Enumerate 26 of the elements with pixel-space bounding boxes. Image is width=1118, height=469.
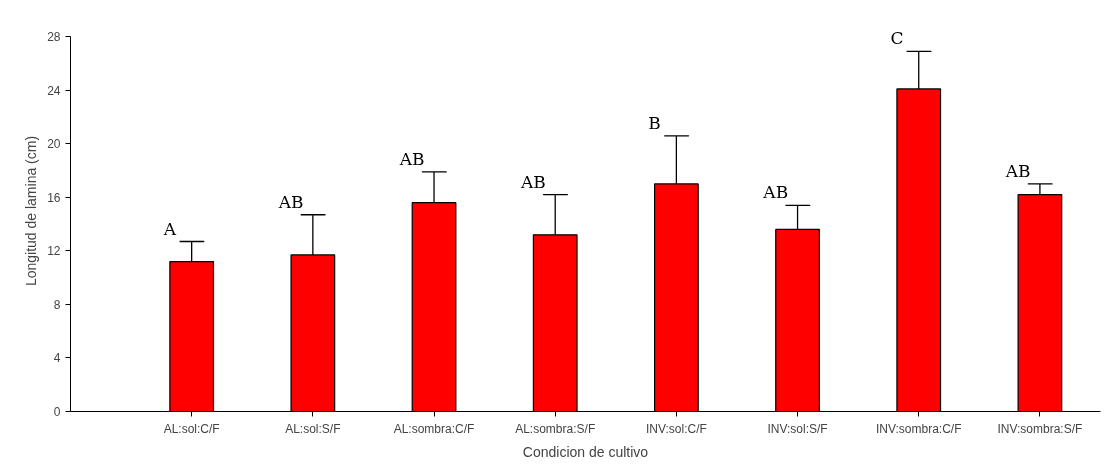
x-tick-label: INV:sombra:C/F [875, 421, 962, 436]
y-tick-label: 0 [53, 405, 61, 419]
y-axis-title: Longitud de lamina (cm) [23, 135, 40, 287]
annotation: AB [520, 171, 546, 192]
annotation: B [648, 112, 661, 133]
annotation: AB [398, 148, 425, 169]
x-axis-title: Condicion de cultivo [522, 443, 649, 460]
x-tick-label: AL:sombra:S/F [515, 421, 596, 436]
x-tick-label: AL:sol:C/F [163, 421, 220, 436]
x-tick-label: INV:sombra:S/F [997, 421, 1083, 436]
x-tick-label: AL:sombra:C/F [393, 421, 475, 436]
x-tick-label: INV:sol:C/F [645, 421, 707, 436]
x-tick-label: AL:sol:S/F [285, 421, 341, 436]
y-tick-label: 4 [53, 351, 61, 366]
annotation: C [890, 28, 904, 49]
y-tick-label: 8 [53, 297, 61, 312]
annotation: A [162, 218, 177, 239]
annotation: AB [1004, 160, 1031, 181]
annotation: AB [762, 182, 789, 203]
y-tick-label: 28 [47, 30, 61, 45]
y-tick-label: 12 [47, 244, 61, 259]
y-tick-label: 20 [47, 137, 61, 152]
y-tick-label: 16 [47, 190, 61, 205]
annotation: AB [277, 191, 304, 212]
x-tick-label: INV:sol:S/F [767, 421, 828, 436]
y-tick-label: 24 [47, 83, 61, 98]
